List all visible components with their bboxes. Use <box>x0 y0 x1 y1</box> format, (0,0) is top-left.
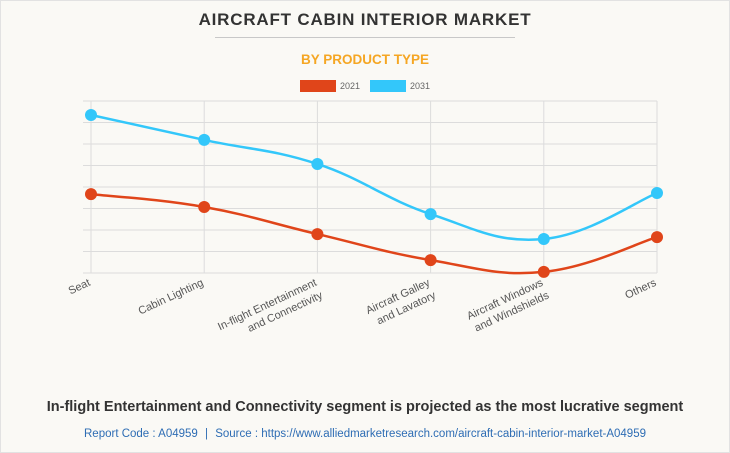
x-axis-labels: Seat Cabin Lighting In-flight Entertainmen… <box>67 277 659 346</box>
legend-swatch-2021 <box>299 80 336 92</box>
title-divider <box>215 37 515 38</box>
x-axis-label-line: Others <box>623 277 658 302</box>
data-point-2021 <box>424 254 437 267</box>
data-point-2021 <box>198 200 211 213</box>
data-point-2021 <box>651 231 663 244</box>
legend-label-2031: 2031 <box>410 81 431 91</box>
legend-item-2031[interactable]: 2031 <box>370 80 430 92</box>
footer: Report Code : A04959 | Source : https://… <box>0 428 730 440</box>
report-code: Report Code : A04959 <box>84 428 198 440</box>
legend: 2021 2031 <box>0 80 730 92</box>
data-point-2031 <box>198 133 211 146</box>
x-axis-label: In-flight Entertainmentand Connectivity <box>216 277 325 346</box>
data-point-2031 <box>311 157 324 170</box>
footer-separator: | <box>205 428 209 440</box>
x-axis-label: Aircraft Galleyand Lavatory <box>364 277 438 330</box>
x-axis-label: Cabin Lighting <box>137 277 206 318</box>
legend-label-2021: 2021 <box>339 81 360 91</box>
series-lines <box>90 113 658 275</box>
x-axis-label-line: Seat <box>67 277 93 297</box>
series-line-2031 <box>90 113 658 241</box>
legend-swatch-2031 <box>370 80 406 92</box>
x-axis-label: Seat <box>67 277 93 297</box>
data-point-2031 <box>424 208 437 221</box>
chart-title: AIRCRAFT CABIN INTERIOR MARKET <box>198 10 532 29</box>
data-point-2021 <box>537 265 550 278</box>
data-point-2031 <box>537 233 550 246</box>
source-link[interactable]: Source : https://www.alliedmarketresearc… <box>215 428 646 440</box>
data-point-2031 <box>651 187 663 200</box>
data-point-2031 <box>85 108 97 121</box>
series-line-2021 <box>90 192 658 275</box>
x-axis-label: Others <box>623 277 658 302</box>
data-point-2021 <box>85 188 97 201</box>
x-axis-label-line: Cabin Lighting <box>137 277 206 318</box>
x-axis-label: Aircraft Windowsand Windshields <box>465 277 551 336</box>
chart-subtitle: BY PRODUCT TYPE <box>300 52 430 67</box>
data-points <box>85 108 663 278</box>
data-point-2021 <box>311 228 324 241</box>
legend-item-2021[interactable]: 2021 <box>299 80 360 92</box>
chart-caption: In-flight Entertainment and Connectivity… <box>46 399 684 415</box>
